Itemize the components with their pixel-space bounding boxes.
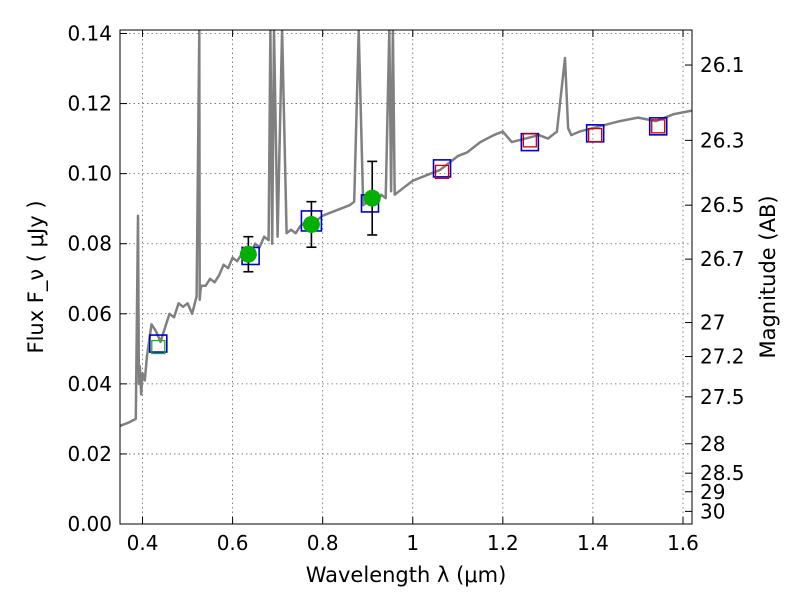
photometry-point [363,189,381,207]
right-tick-label: 26.5 [700,193,745,217]
photometry-point [302,215,320,233]
x-tick-label: 0.8 [307,531,339,555]
right-tick-label: 28.5 [700,461,745,485]
photometry-point [239,245,257,263]
y-tick-label: 0.08 [67,232,112,256]
right-tick-label: 26.3 [700,128,745,152]
right-tick-label: 29 [700,480,725,504]
observed-box [651,119,666,134]
x-axis-label: Wavelength λ (μm) [306,563,507,587]
model-box [432,159,452,178]
x-tick-label: 1.2 [487,531,519,555]
photometry-series [239,160,381,273]
y-tick-label: 0.06 [67,302,112,326]
y-tick-label: 0.12 [67,92,112,116]
observed-box [151,339,166,355]
right-tick-label: 26.7 [700,247,745,271]
right-tick-label: 28 [700,432,725,456]
x-tick-label: 0.6 [217,531,249,555]
y-tick-label: 0.04 [67,372,112,396]
observed-box [588,127,603,143]
observed-box [522,133,538,148]
spectrum-line [120,30,692,428]
y-axis-label: Flux F_ν ( μJy ) [24,200,49,353]
x-tick-label: 0.4 [127,531,159,555]
right-tick-label: 27.2 [700,345,745,369]
observed-box [434,164,450,180]
model-boxes-series [148,117,668,355]
y-tick-label: 0.14 [67,22,112,46]
y-tick-label: 0.00 [67,512,112,536]
y-axis-right-label: Magnitude (AB) [756,195,780,358]
y-tick-label: 0.02 [67,442,112,466]
axis-ticks: 0.4 0.6 0.8 1 1.2 1.4 1.6 0.00 0.02 0.04 0.06 0.08 0… [67,22,744,555]
right-tick-label: 30 [700,499,725,523]
model-box [648,117,668,136]
right-tick-label: 26.1 [700,53,745,77]
grid-lines [120,30,692,525]
right-tick-label: 27.5 [700,385,745,409]
y-tick-label: 0.10 [67,162,112,186]
right-tick-label: 27 [700,311,725,335]
plot-frame [119,29,693,525]
spectrum-series [120,30,692,428]
x-tick-label: 1 [406,531,419,555]
x-tick-label: 1.4 [577,531,609,555]
x-tick-label: 1.6 [667,531,699,555]
model-box [148,334,168,353]
